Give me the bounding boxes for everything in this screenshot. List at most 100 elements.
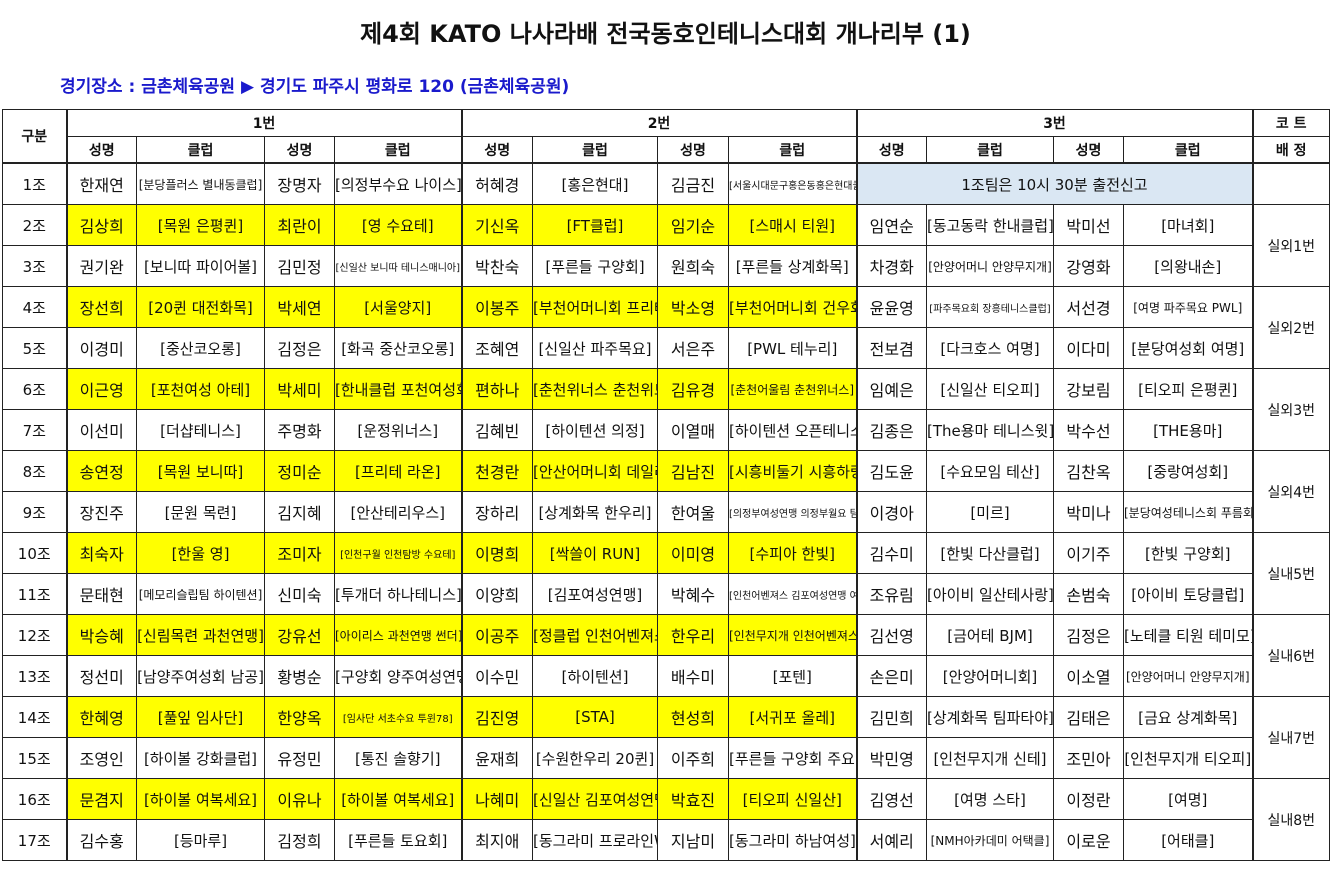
table-row: 10조 최숙자 [한울 영] 조미자 [인천구월 인천탐방 수요테] 이명희 [싹쓸이 RU…: [2, 532, 1330, 615]
player-name: 박미선: [1053, 204, 1124, 246]
player-name: 임기순: [657, 204, 729, 246]
player-club: [시흥비둘기 시흥하랑]: [728, 450, 857, 492]
player-name: 이양희: [460, 573, 533, 615]
player-name: 김민정: [264, 245, 335, 287]
player-name: 임연순: [855, 204, 927, 246]
group-table: 구분 1번 2번 3번 코 트 성명 클럽 성명 클럽 성명 클럽 성명 클럽 …: [2, 109, 1330, 861]
player-name: 김찬옥: [1053, 450, 1124, 492]
group-label: 2조: [2, 204, 67, 246]
player-club: [한내클럽 포천여성회]: [334, 368, 462, 410]
player-name: 정선미: [65, 655, 137, 697]
player-name: 손은미: [855, 655, 927, 697]
header-team1: 1번: [65, 109, 462, 137]
header-name: 성명: [657, 136, 729, 164]
header-club: 클럽: [926, 136, 1054, 164]
player-name: 김태은: [1053, 696, 1124, 738]
player-club: [마녀회]: [1123, 204, 1253, 246]
player-name: 장명자: [264, 162, 335, 205]
player-name: 손범숙: [1053, 573, 1124, 615]
page-title: 제4회 KATO 나사라배 전국동호인테니스대회 개나리부 (1): [360, 20, 971, 48]
player-name: 이정란: [1053, 778, 1124, 820]
player-name: 편하나: [460, 368, 533, 410]
player-name: 이유나: [264, 778, 335, 820]
group-label: 16조: [2, 778, 67, 820]
player-club: [하이볼 여복세요]: [136, 778, 265, 820]
player-club: [다크호스 여명]: [926, 327, 1054, 369]
table-row: 3조 권기완 [보니따 파이어볼] 김민정 [신일산 보니따 테니스매니아] 박찬숙 [푸른…: [2, 245, 1330, 287]
player-name: 강영화: [1053, 245, 1124, 287]
player-club: [인천무지개 티오피]: [1123, 737, 1253, 779]
player-club: [하이텐션 의정]: [532, 409, 658, 451]
player-name: 이소열: [1053, 655, 1124, 697]
player-name: 장하리: [460, 491, 533, 533]
player-name: 조미자: [264, 532, 335, 574]
player-name: 윤윤영: [855, 286, 927, 328]
player-club: [목원 보니따]: [136, 450, 265, 492]
player-club: [푸른들 구양회]: [532, 245, 658, 287]
player-club: [춘천위너스 춘천위드]: [532, 368, 658, 410]
header-name: 성명: [1053, 136, 1124, 164]
player-name: 원희숙: [657, 245, 729, 287]
player-club: [하이텐션 오픈테니스]: [728, 409, 857, 451]
header-club: 클럽: [334, 136, 462, 164]
header-team3: 3번: [855, 109, 1253, 137]
table-row: 11조 문태현 [메모리슬립팀 하이텐션] 신미숙 [투개더 하나테니스] 이양희 [김포여…: [2, 573, 1330, 615]
court-assignment: 실외3번: [1251, 368, 1330, 451]
player-name: 이기주: [1053, 532, 1124, 574]
player-name: 서예리: [855, 819, 927, 861]
player-name: 이로운: [1053, 819, 1124, 861]
player-name: 조민아: [1053, 737, 1124, 779]
player-name: 이열매: [657, 409, 729, 451]
player-club: [여명 스타]: [926, 778, 1054, 820]
player-name: 김상희: [65, 204, 137, 246]
player-club: [수원한우리 20퀸]: [532, 737, 658, 779]
group-label: 13조: [2, 655, 67, 697]
player-club: [수피아 한빛]: [728, 532, 857, 574]
player-name: 박세연: [264, 286, 335, 328]
player-club: [신일산 티오피]: [926, 368, 1054, 410]
player-club: [THE용마]: [1123, 409, 1253, 451]
header-name: 성명: [460, 136, 533, 164]
player-club: [아이리스 과천연맹 썬더]: [334, 614, 462, 656]
notice-banner: 1조팀은 10시 30분 출전신고: [855, 162, 1253, 205]
header-club: 클럽: [1123, 136, 1253, 164]
group-label: 17조: [2, 819, 67, 861]
player-club: [메모리슬립팀 하이텐션]: [136, 573, 265, 615]
player-club: [정클럽 인천어벤져스]: [532, 614, 658, 656]
header-name: 성명: [264, 136, 335, 164]
player-club: [스매시 티원]: [728, 204, 857, 246]
player-name: 이공주: [460, 614, 533, 656]
player-club: [상계화목 팀파타야]: [926, 696, 1054, 738]
player-name: 김정은: [264, 327, 335, 369]
player-name: 이다미: [1053, 327, 1124, 369]
player-club: [신일산 김포여성연맹]: [532, 778, 658, 820]
player-name: 최지애: [460, 819, 533, 861]
player-club: [STA]: [532, 696, 658, 738]
table-row: 16조 문겸지 [하이볼 여복세요] 이유나 [하이볼 여복세요] 나혜미 [신일산 김포여…: [2, 778, 1330, 861]
player-name: 천경란: [460, 450, 533, 492]
table-row: 1조 한재연 [분당플러스 별내동클럽] 장명자 [의정부수요 나이스] 허혜경 [홍은현대…: [2, 162, 1330, 205]
player-club: [더샵테니스]: [136, 409, 265, 451]
player-club: [한빛 다산클럽]: [926, 532, 1054, 574]
player-name: 이주희: [657, 737, 729, 779]
court-assignment: 실내5번: [1251, 532, 1330, 615]
player-name: 김종은: [855, 409, 927, 451]
player-name: 김민희: [855, 696, 927, 738]
player-club: [부천어머니회 프리테]: [532, 286, 658, 328]
player-club: [인천어벤져스 김포여성연맹 여복세요]: [728, 573, 857, 615]
player-club: [여명 파주목요 PWL]: [1123, 286, 1253, 328]
player-club: [20퀸 대전화목]: [136, 286, 265, 328]
player-club: [어태클]: [1123, 819, 1253, 861]
player-club: [서울시대문구홍은동홍은현대클럽]: [728, 162, 857, 205]
header-team2: 2번: [460, 109, 857, 137]
player-club: [김포여성연맹]: [532, 573, 658, 615]
player-name: 배수미: [657, 655, 729, 697]
court-assignment: 실내7번: [1251, 696, 1330, 779]
venue-info: 경기장소 : 금촌체육공원 ▶ 경기도 파주시 평화로 120 (금촌체육공원): [60, 77, 570, 97]
player-club: [한빛 구양회]: [1123, 532, 1253, 574]
player-club: [영 수요테]: [334, 204, 462, 246]
player-club: [분당플러스 별내동클럽]: [136, 162, 265, 205]
header-court-bottom: 배 정: [1251, 136, 1330, 164]
player-name: 이미영: [657, 532, 729, 574]
